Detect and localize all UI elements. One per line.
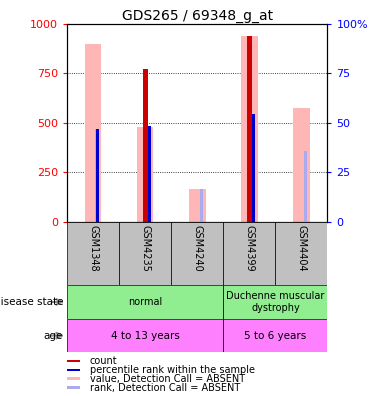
Text: Duchenne muscular
dystrophy: Duchenne muscular dystrophy (226, 291, 324, 313)
Bar (200, 189, 203, 222)
Bar (247, 36, 252, 222)
Text: disease state: disease state (0, 297, 63, 307)
Bar (293, 108, 310, 222)
Text: GSM4235: GSM4235 (140, 225, 150, 272)
Bar (67, 386, 80, 389)
Text: GSM1348: GSM1348 (88, 225, 98, 272)
Text: GSM4240: GSM4240 (192, 225, 202, 272)
Text: value, Detection Call = ABSENT: value, Detection Call = ABSENT (90, 374, 245, 384)
Bar (67, 222, 119, 285)
Text: percentile rank within the sample: percentile rank within the sample (90, 365, 255, 375)
Bar (304, 152, 308, 222)
Text: GSM4404: GSM4404 (296, 225, 306, 272)
Bar (67, 319, 223, 352)
Title: GDS265 / 69348_g_at: GDS265 / 69348_g_at (122, 9, 273, 23)
Bar (67, 377, 80, 380)
Bar (95, 129, 99, 222)
Bar (148, 126, 151, 222)
Bar (96, 129, 99, 222)
Bar (85, 44, 101, 222)
Bar (223, 285, 327, 319)
Bar (119, 222, 171, 285)
Bar (252, 114, 255, 222)
Text: rank, Detection Call = ABSENT: rank, Detection Call = ABSENT (90, 383, 240, 392)
Text: GSM4399: GSM4399 (244, 225, 254, 272)
Bar (241, 36, 258, 222)
Text: count: count (90, 356, 118, 366)
Bar (67, 369, 80, 371)
Bar (67, 360, 80, 362)
Text: 5 to 6 years: 5 to 6 years (244, 331, 306, 341)
Bar (189, 189, 206, 222)
Bar (223, 319, 327, 352)
Bar (142, 69, 148, 222)
Bar (137, 127, 154, 222)
Bar (223, 222, 275, 285)
Bar (67, 285, 223, 319)
Text: normal: normal (128, 297, 162, 307)
Bar (275, 222, 327, 285)
Bar (171, 222, 223, 285)
Text: age: age (44, 331, 63, 341)
Text: 4 to 13 years: 4 to 13 years (111, 331, 180, 341)
